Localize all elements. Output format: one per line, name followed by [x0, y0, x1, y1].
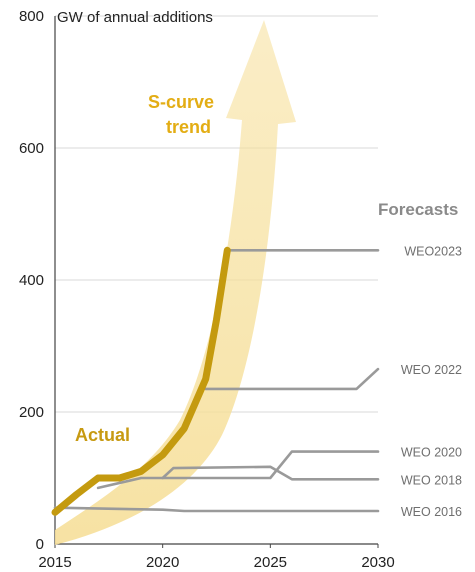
forecast-lines: WEO2023 WEO 2022 WEO 2020 WEO 2018 WEO 2016 — [53, 244, 462, 519]
forecast-line — [96, 465, 380, 490]
forecast-label: WEO 2020 — [401, 446, 462, 460]
forecast-label: WEO 2018 — [401, 473, 462, 487]
x-tick-label: 2015 — [38, 554, 71, 571]
forecast-label: WEO 2016 — [401, 505, 462, 519]
trend-label-line1: S-curve — [148, 92, 214, 112]
x-tick-label: 2025 — [254, 554, 287, 571]
y-tick-label: 0 — [36, 536, 44, 553]
forecast-line — [204, 367, 380, 391]
forecast-label: WEO2023 — [404, 244, 462, 258]
x-tick-label: 2030 — [361, 554, 394, 571]
forecast-label: WEO 2022 — [401, 363, 462, 377]
forecasts-title: Forecasts — [378, 200, 458, 219]
y-tick-label: 600 — [19, 140, 44, 157]
actual-label: Actual — [75, 425, 130, 445]
y-tick-label: 800 — [19, 8, 44, 25]
y-axis-unit-label: GW of annual additions — [57, 9, 213, 26]
axis-labels: 0 200 400 600 800 2015 2020 2025 2030 — [19, 8, 395, 571]
gridlines — [54, 15, 379, 548]
forecast-line — [161, 450, 380, 480]
forecast-line — [53, 506, 380, 513]
y-tick-label: 400 — [19, 272, 44, 289]
actual-line — [51, 246, 231, 516]
x-tick-label: 2020 — [146, 554, 179, 571]
actual-series-line — [51, 246, 231, 516]
y-tick-label: 200 — [19, 404, 44, 421]
trend-label-line2: trend — [166, 117, 211, 137]
